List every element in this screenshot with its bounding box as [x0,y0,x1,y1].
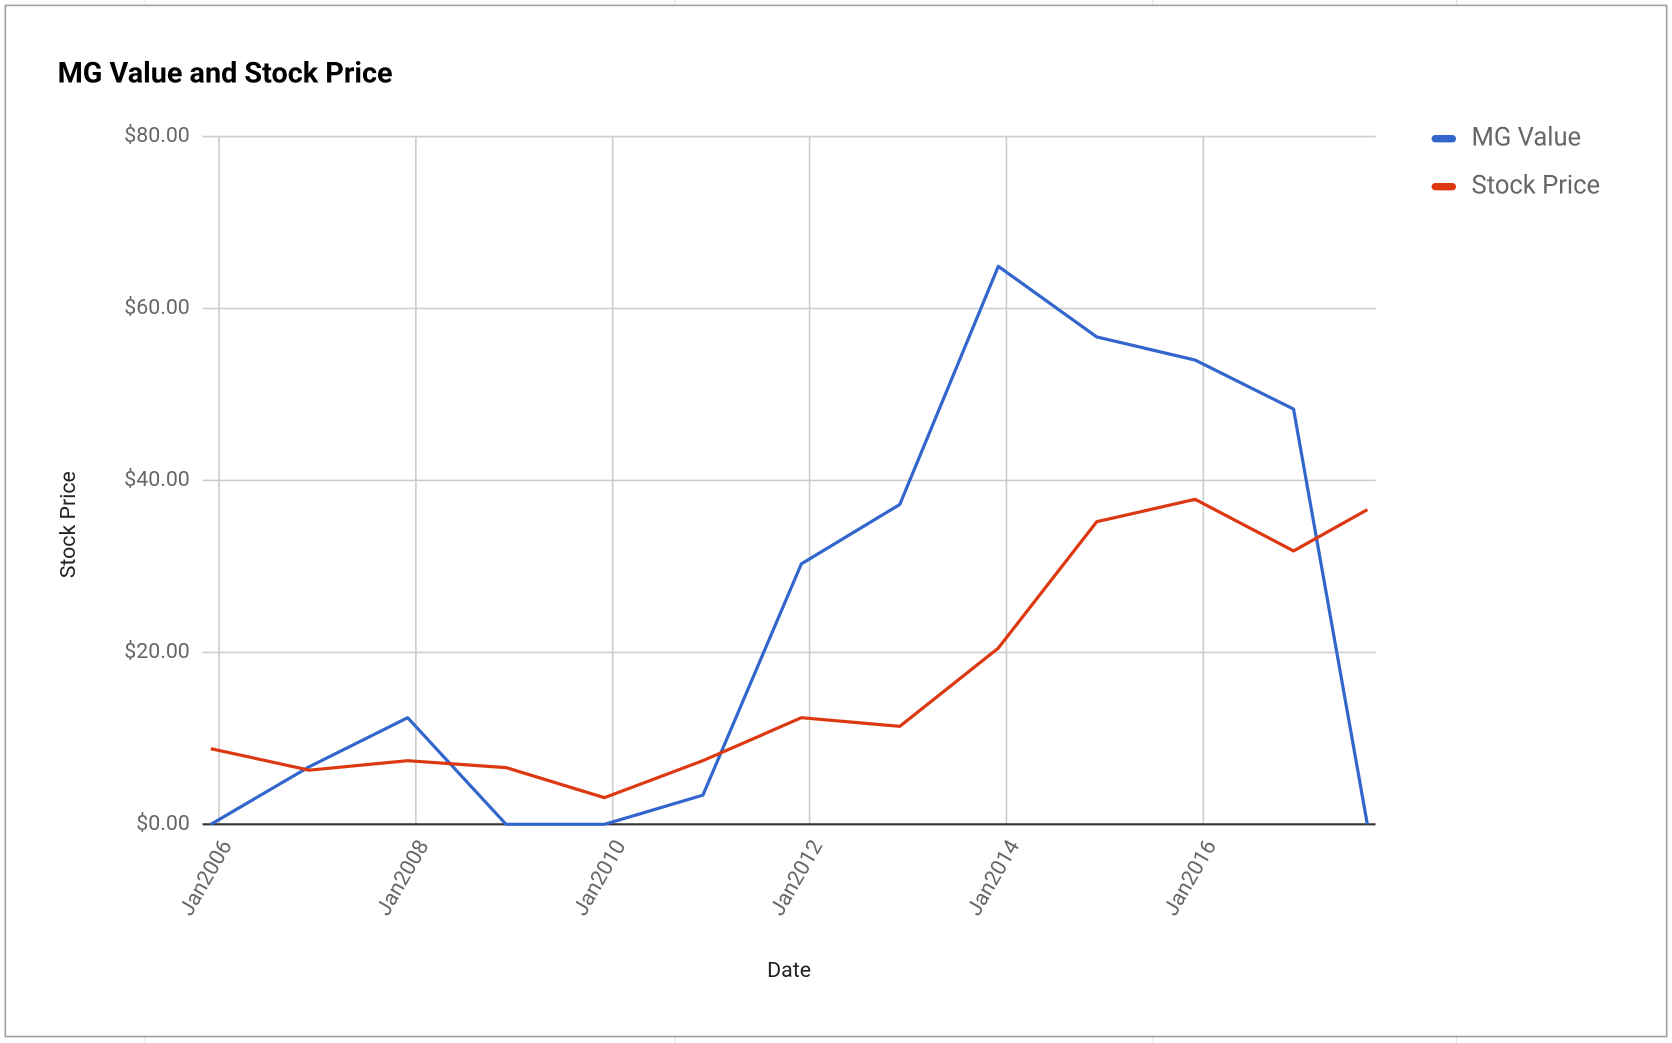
legend-label: Stock Price [1472,170,1601,200]
legend-label: MG Value [1472,122,1582,152]
data-line [210,497,1369,800]
chart-frame [4,4,1668,1038]
y-tick-label: $20.00 [124,639,190,664]
y-tick-label: $0.00 [136,811,190,836]
x-axis-title: Date [767,958,811,983]
chart-title: MG Value and Stock Price [58,56,393,90]
y-tick-label: $60.00 [124,295,190,320]
y-axis-title: Stock Price [56,471,81,578]
y-tick-label: $40.00 [124,467,190,492]
plot [210,264,1369,826]
data-line [210,264,1369,826]
y-tick-label: $80.00 [124,123,190,148]
grid [202,135,1376,826]
